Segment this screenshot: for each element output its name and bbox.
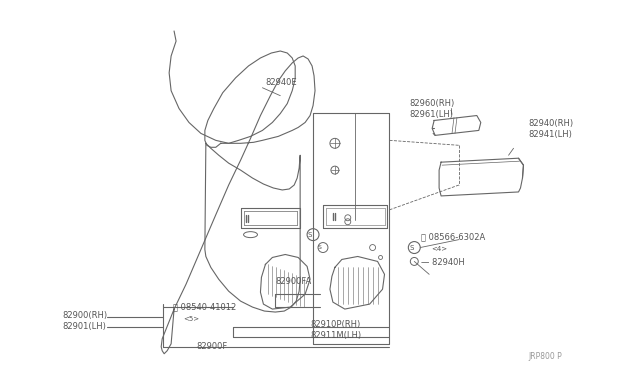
Text: 82940E: 82940E [266, 78, 297, 87]
Text: — 82940H: — 82940H [421, 258, 465, 267]
Text: 82900FA: 82900FA [275, 277, 312, 286]
Text: S: S [409, 244, 413, 250]
Text: 82961(LH): 82961(LH) [410, 110, 453, 119]
Text: 82900(RH): 82900(RH) [62, 311, 107, 320]
Text: Ⓢ 08566-6302A: Ⓢ 08566-6302A [421, 232, 486, 241]
Text: 82940(RH): 82940(RH) [529, 119, 573, 128]
Text: S: S [308, 232, 312, 238]
Text: 82941(LH): 82941(LH) [529, 130, 572, 139]
Text: <5>: <5> [183, 316, 199, 322]
Text: JRP800 P: JRP800 P [529, 352, 562, 361]
Text: S: S [318, 245, 322, 250]
Text: Ⓢ 08540-41012: Ⓢ 08540-41012 [173, 302, 236, 312]
Text: 82960(RH): 82960(RH) [410, 99, 454, 108]
Text: 82910P(RH): 82910P(RH) [310, 320, 360, 330]
Text: 82901(LH): 82901(LH) [62, 323, 106, 331]
Text: 82911M(LH): 82911M(LH) [310, 331, 361, 340]
Text: <4>: <4> [431, 246, 447, 251]
Text: 82900F: 82900F [196, 342, 227, 351]
